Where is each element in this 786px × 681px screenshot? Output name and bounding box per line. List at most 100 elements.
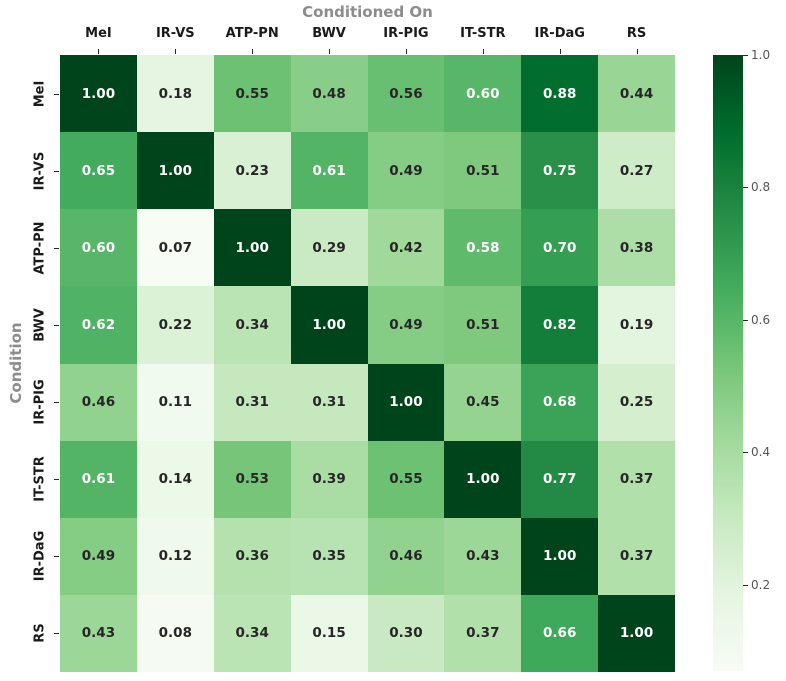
x-tick-label: ATP-PN — [225, 26, 279, 41]
x-tick-mark — [252, 49, 254, 54]
heatmap-cell: 0.75 — [521, 132, 599, 210]
x-tick-mark — [329, 49, 331, 54]
heatmap-cell: 0.62 — [60, 286, 137, 364]
heatmap-cell: 0.65 — [60, 132, 137, 210]
heatmap-cell: 1.00 — [444, 440, 522, 518]
y-tick-label: IR-PIG — [32, 379, 48, 425]
heatmap-cell: 0.30 — [367, 594, 445, 672]
heatmap-cell: 0.23 — [213, 132, 291, 210]
colorbar-tick-mark — [743, 187, 748, 189]
heatmap-cell: 0.29 — [290, 209, 368, 287]
heatmap-cell: 0.49 — [367, 132, 445, 210]
heatmap-cell: 0.68 — [521, 363, 599, 441]
y-tick-label: IT-STR — [32, 456, 48, 502]
y-tick-mark — [54, 402, 59, 404]
heatmap-cell: 0.55 — [367, 440, 445, 518]
y-tick-mark — [54, 633, 59, 635]
chart-title: Conditioned On — [302, 3, 433, 21]
colorbar-tick-mark — [743, 55, 748, 56]
heatmap-cell: 0.60 — [60, 209, 137, 287]
y-axis-label: Condition — [7, 322, 25, 404]
heatmap-cell: 0.37 — [598, 440, 675, 518]
heatmap-cell: 0.12 — [136, 517, 214, 595]
colorbar-tick-mark — [743, 584, 748, 586]
x-tick-mark — [98, 49, 100, 54]
heatmap-cell: 0.22 — [136, 286, 214, 364]
x-tick-label: BWV — [312, 26, 346, 41]
heatmap-cell: 0.49 — [60, 517, 137, 595]
heatmap-cell: 0.77 — [521, 440, 599, 518]
heatmap-cell: 1.00 — [290, 286, 368, 364]
heatmap-cell: 1.00 — [521, 517, 599, 595]
heatmap-cell: 1.00 — [60, 55, 137, 133]
y-tick-label: MeI — [32, 80, 48, 107]
y-tick-mark — [54, 170, 59, 172]
x-tick-label: MeI — [85, 26, 112, 41]
heatmap-cell: 0.36 — [213, 517, 291, 595]
heatmap-cell: 1.00 — [136, 132, 214, 210]
heatmap-cell: 0.27 — [598, 132, 675, 210]
heatmap-cell: 0.46 — [367, 517, 445, 595]
heatmap-cell: 0.46 — [60, 363, 137, 441]
heatmap-cell: 0.88 — [521, 55, 599, 133]
y-tick-label: RS — [32, 623, 48, 644]
heatmap-cell: 1.00 — [367, 363, 445, 441]
colorbar — [713, 55, 743, 671]
heatmap-cell: 0.08 — [136, 594, 214, 672]
heatmap-cell: 0.82 — [521, 286, 599, 364]
y-tick-label: IR-VS — [32, 151, 48, 191]
heatmap-cell: 0.14 — [136, 440, 214, 518]
y-tick-mark — [54, 556, 59, 558]
heatmap-cell: 0.39 — [290, 440, 368, 518]
heatmap-cell: 0.45 — [444, 363, 522, 441]
x-tick-mark — [175, 49, 177, 54]
y-tick-mark — [54, 93, 59, 95]
heatmap-cell: 0.38 — [598, 209, 675, 287]
y-tick-mark — [54, 324, 59, 326]
heatmap-cell: 0.61 — [290, 132, 368, 210]
x-tick-label: IT-STR — [460, 26, 506, 41]
heatmap-cell: 0.43 — [60, 594, 137, 672]
colorbar-tick-label: 0.8 — [751, 180, 771, 195]
heatmap-cell: 0.48 — [290, 55, 368, 133]
heatmap-cell: 0.49 — [367, 286, 445, 364]
heatmap-cell: 0.15 — [290, 594, 368, 672]
heatmap-cell: 0.31 — [290, 363, 368, 441]
x-tick-mark — [636, 49, 638, 54]
heatmap-cell: 0.34 — [213, 594, 291, 672]
colorbar-tick-label: 1.0 — [751, 48, 771, 62]
x-tick-mark — [405, 49, 407, 54]
heatmap-grid: 1.00 0.18 0.55 0.48 0.56 0.60 0.88 0.44 0.65 1.00… — [60, 55, 675, 672]
y-tick-label: ATP-PN — [32, 221, 48, 275]
heatmap-cell: 1.00 — [213, 209, 291, 287]
heatmap-cell: 0.66 — [521, 594, 599, 672]
x-tick-label: IR-PIG — [383, 26, 429, 41]
x-tick-label: IR-VS — [155, 26, 195, 41]
heatmap-cell: 0.61 — [60, 440, 137, 518]
colorbar-tick-label: 0.6 — [751, 312, 771, 327]
heatmap-cell: 0.55 — [213, 55, 291, 133]
heatmap-cell: 0.42 — [367, 209, 445, 287]
heatmap-cell: 0.37 — [598, 517, 675, 595]
heatmap-cell: 0.70 — [521, 209, 599, 287]
heatmap-cell: 0.37 — [444, 594, 522, 672]
heatmap-cell: 0.58 — [444, 209, 522, 287]
heatmap-cell: 0.60 — [444, 55, 522, 133]
colorbar-tick-mark — [743, 319, 748, 321]
heatmap-cell: 0.11 — [136, 363, 214, 441]
heatmap-cell: 0.53 — [213, 440, 291, 518]
heatmap-cell: 0.18 — [136, 55, 214, 133]
heatmap-cell: 0.34 — [213, 286, 291, 364]
heatmap-cell: 1.00 — [598, 594, 675, 672]
heatmap-cell: 0.19 — [598, 286, 675, 364]
heatmap-cell: 0.31 — [213, 363, 291, 441]
colorbar-tick-label: 0.2 — [751, 577, 771, 592]
y-tick-label: IR-DaG — [32, 531, 48, 582]
y-tick-label: BWV — [32, 308, 48, 342]
x-tick-label: IR-DaG — [534, 26, 585, 41]
heatmap-cell: 0.43 — [444, 517, 522, 595]
heatmap-cell: 0.35 — [290, 517, 368, 595]
x-tick-mark — [559, 49, 561, 54]
y-tick-mark — [54, 247, 59, 249]
heatmap-cell: 0.25 — [598, 363, 675, 441]
